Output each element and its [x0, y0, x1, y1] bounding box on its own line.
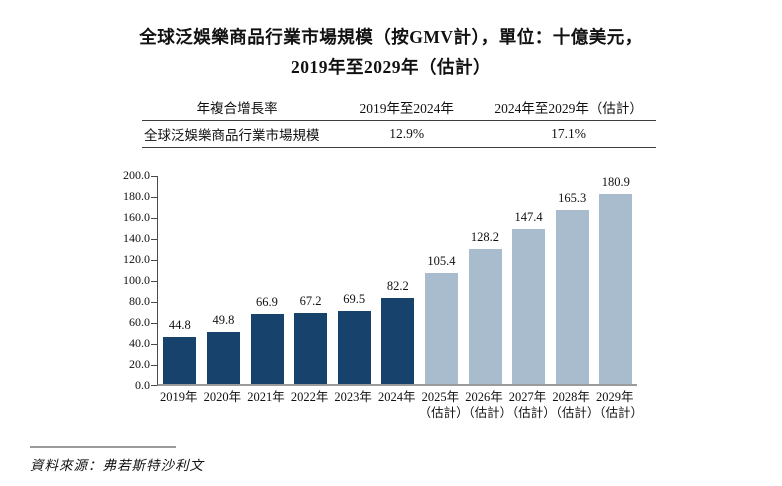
source-block: 資料來源：弗若斯特沙利文: [30, 446, 204, 474]
cagr-table-header-row: 年複合增長率 2019年至2024年 2024年至2029年（估計）: [142, 94, 656, 121]
x-axis-label-line: 2023年: [334, 390, 372, 404]
bar-value-label: 165.3: [558, 191, 587, 206]
x-axis-label-line: 2020年: [203, 390, 242, 404]
x-axis-label: 2022年: [288, 389, 332, 422]
x-axis-label: 2025年 （估計）: [418, 389, 469, 422]
plot-column: 44.8 49.8 66.9 67.2 69.5 82.2 105.4 128.2 147.4 1…: [151, 175, 643, 422]
cagr-value-period1: 12.9%: [389, 126, 425, 141]
bar: [555, 210, 589, 384]
bar-value-label: 105.4: [427, 254, 456, 269]
y-tick-label: 20.0: [129, 357, 150, 371]
y-tick-label: 0.0: [135, 378, 150, 392]
bar-value-label: 180.9: [601, 175, 630, 190]
x-axis-label-line: 2024年: [378, 390, 416, 404]
cagr-value-period2: 17.1%: [551, 126, 587, 141]
x-axis-label-line: 2025年: [421, 390, 460, 404]
x-axis-label: 2019年: [157, 389, 201, 422]
bar-chart: 200.0 180.0 160.0 140.0 120.0 100.0 80.0 60.0 40…: [110, 168, 643, 422]
cagr-table: 年複合增長率 2019年至2024年 2024年至2029年（估計） 全球泛娛樂…: [142, 94, 656, 148]
y-tick-mark: [151, 197, 157, 198]
cagr-header-period1: 2019年至2024年: [359, 101, 454, 116]
cagr-header-period2: 2024年至2029年（估計）: [494, 101, 643, 116]
x-axis-labels: 2019年 2020年 2021年 2022年 2023年 2024年 2025年 （估計） 2…: [157, 389, 643, 422]
cagr-row-label: 全球泛娛樂商品行業市場規模: [144, 128, 320, 143]
bar-value-label: 49.8: [212, 312, 235, 327]
x-axis-label-line: （估計）: [462, 406, 513, 421]
x-axis-label: 2029年 （估計）: [592, 389, 643, 422]
x-axis-label-line: 2027年: [508, 390, 547, 404]
y-axis: 200.0 180.0 160.0 140.0 120.0 100.0 80.0 60.0 40…: [110, 168, 157, 392]
x-axis-label-line: 2028年: [552, 390, 590, 404]
y-tick-mark: [151, 385, 157, 386]
y-tick-mark: [151, 302, 157, 303]
y-tick-label: 80.0: [129, 294, 150, 308]
x-axis-label: 2028年 （估計）: [549, 389, 600, 422]
x-axis-label: 2023年: [331, 389, 375, 422]
y-tick-label: 40.0: [129, 336, 150, 350]
bar-value-label: 147.4: [514, 210, 543, 225]
source-divider: [30, 446, 176, 448]
x-axis-label: 2021年: [244, 389, 288, 422]
y-tick-label: 100.0: [123, 273, 150, 287]
x-axis-label-line: 2019年: [160, 390, 198, 404]
x-axis-label: 2024年: [375, 389, 419, 422]
bar-value-label: 66.9: [256, 294, 278, 309]
y-tick-mark: [151, 365, 157, 366]
bar: [337, 311, 371, 384]
y-tick-label: 200.0: [123, 168, 150, 182]
cagr-header-metric: 年複合增長率: [196, 101, 278, 116]
x-axis-label: 2020年: [201, 389, 245, 422]
chart-title-line2: 2019年至2029年（估計）: [291, 57, 491, 77]
bar: [381, 297, 415, 384]
x-axis-label-line: （估計）: [592, 406, 643, 421]
x-axis-label: 2026年 （估計）: [462, 389, 513, 422]
x-axis-label-line: 2021年: [247, 390, 285, 404]
bar: [163, 336, 197, 384]
bar: [250, 313, 284, 384]
y-tick-mark: [151, 323, 157, 324]
x-axis-label-line: （估計）: [505, 406, 556, 421]
bar-value-label: 67.2: [299, 294, 322, 309]
chart-title: 全球泛娛樂商品行業市場規模（按GMV計），單位：十億美元， 2019年至2029…: [0, 22, 782, 82]
cagr-table-data-row: 全球泛娛樂商品行業市場規模 12.9% 17.1%: [142, 121, 656, 148]
bar: [468, 249, 502, 384]
bar: [424, 273, 458, 384]
chart-title-line1: 全球泛娛樂商品行業市場規模（按GMV計），單位：十億美元，: [139, 27, 643, 47]
bar-value-label: 82.2: [386, 278, 409, 293]
bar-value-label: 44.8: [168, 317, 191, 332]
x-axis-label-line: （估計）: [418, 406, 469, 421]
bar: [294, 313, 328, 384]
y-tick-label: 60.0: [129, 315, 150, 329]
x-axis-label-line: 2026年: [465, 390, 503, 404]
y-tick-mark: [151, 281, 157, 282]
y-tick-mark: [151, 176, 157, 177]
y-tick-label: 180.0: [123, 189, 150, 203]
y-tick-mark: [151, 344, 157, 345]
plot-area: 44.8 49.8 66.9 67.2 69.5 82.2 105.4 128.2 147.4 1…: [151, 175, 637, 386]
bar: [206, 331, 240, 384]
x-axis-label-line: （估計）: [549, 406, 600, 421]
y-tick-mark: [151, 218, 157, 219]
bar-value-label: 69.5: [343, 292, 366, 307]
y-tick-label: 120.0: [123, 252, 150, 266]
y-tick-label: 140.0: [123, 231, 150, 245]
bar: [512, 229, 546, 384]
y-tick-label: 160.0: [123, 210, 150, 224]
bar-value-label: 128.2: [470, 230, 500, 245]
y-tick-mark: [151, 239, 157, 240]
x-axis-label-line: 2029年: [595, 390, 634, 404]
y-tick-mark: [151, 260, 157, 261]
source-text: 資料來源：弗若斯特沙利文: [30, 458, 204, 473]
x-axis-label-line: 2022年: [290, 390, 329, 404]
x-axis-label: 2027年 （估計）: [505, 389, 556, 422]
bar: [599, 194, 633, 384]
